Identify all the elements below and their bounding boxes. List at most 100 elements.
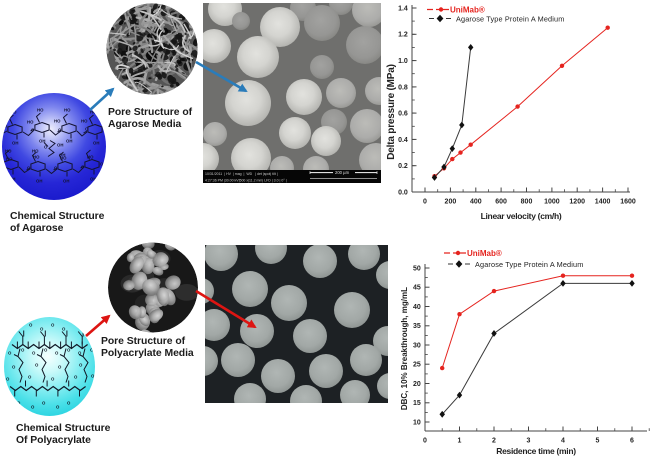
svg-text:Agarose Type Protein A Medium: Agarose Type Protein A Medium [475, 260, 583, 269]
svg-text:O: O [88, 329, 92, 334]
svg-text:1.2: 1.2 [398, 32, 408, 39]
svg-text:0: 0 [423, 438, 427, 445]
svg-text:O: O [2, 163, 6, 168]
svg-text:O: O [81, 165, 85, 170]
svg-text:40: 40 [413, 304, 421, 311]
svg-text:HO: HO [37, 108, 44, 113]
svg-text:O: O [100, 162, 104, 167]
svg-text:0.6: 0.6 [398, 111, 408, 118]
svg-text:O: O [78, 351, 82, 356]
svg-text:O: O [58, 365, 62, 370]
svg-text:HO: HO [10, 110, 17, 115]
svg-text:0.8: 0.8 [398, 84, 408, 91]
svg-text:Agarose Type Protein A Medium: Agarose Type Protein A Medium [456, 15, 564, 24]
svg-text:1200: 1200 [569, 199, 585, 206]
svg-text:0: 0 [423, 199, 427, 206]
svg-text:15: 15 [413, 400, 421, 407]
svg-text:O: O [29, 323, 33, 328]
svg-text:5: 5 [596, 438, 600, 445]
svg-text:4:27:36 PM |30.00 kV|500 x|11.: 4:27:36 PM |30.00 kV|500 x|11.2 mm| LFD … [205, 179, 287, 183]
svg-text:20: 20 [413, 381, 421, 388]
svg-text:O: O [21, 348, 25, 353]
svg-text:O: O [74, 375, 78, 380]
svg-text:OH: OH [66, 139, 72, 144]
svg-text:0.0: 0.0 [398, 189, 408, 196]
svg-text:HO: HO [60, 156, 67, 161]
svg-text:1600: 1600 [620, 199, 636, 206]
svg-text:O: O [81, 404, 85, 409]
svg-text:OH: OH [93, 141, 99, 146]
svg-text:O: O [31, 405, 35, 410]
svg-text:O: O [27, 166, 31, 171]
svg-text:HO: HO [32, 149, 39, 154]
svg-text:O: O [58, 128, 62, 133]
svg-text:HO: HO [87, 155, 94, 160]
svg-text:OH: OH [59, 153, 65, 158]
svg-text:O: O [55, 351, 59, 356]
svg-text:O: O [44, 348, 48, 353]
svg-text:1.0: 1.0 [398, 58, 408, 65]
svg-text:O: O [91, 374, 95, 379]
svg-text:HO: HO [33, 155, 40, 160]
svg-text:35: 35 [413, 323, 421, 330]
svg-text:HO: HO [90, 110, 97, 115]
svg-text:O: O [90, 348, 94, 353]
svg-text:UniMab®: UniMab® [467, 249, 502, 258]
svg-text:O: O [15, 327, 19, 332]
svg-text:O: O [8, 351, 12, 356]
svg-text:Delta pressure (MPa): Delta pressure (MPa) [386, 64, 397, 159]
svg-text:10: 10 [413, 419, 421, 426]
svg-text:O: O [12, 365, 16, 370]
svg-text:O: O [42, 401, 46, 406]
svg-text:UniMab®: UniMab® [450, 6, 485, 15]
svg-text:HO: HO [64, 108, 71, 113]
svg-text:30: 30 [413, 342, 421, 349]
svg-text:Linear velocity (cm/h): Linear velocity (cm/h) [481, 211, 562, 221]
svg-text:600: 600 [495, 199, 507, 206]
svg-text:3: 3 [527, 438, 531, 445]
svg-text:O: O [62, 327, 66, 332]
svg-text:OH: OH [9, 177, 15, 182]
svg-text:O: O [51, 377, 55, 382]
svg-text:O: O [28, 375, 32, 380]
svg-text:1.4: 1.4 [398, 5, 408, 12]
svg-text:HO: HO [5, 149, 12, 154]
svg-text:O: O [6, 377, 10, 382]
svg-text:O: O [51, 323, 55, 328]
svg-text:O: O [67, 348, 71, 353]
svg-text:OH: OH [39, 139, 45, 144]
svg-text:O: O [67, 401, 71, 406]
svg-text:0.2: 0.2 [398, 163, 408, 170]
svg-text:HO: HO [81, 119, 88, 124]
svg-text:0.4: 0.4 [398, 137, 408, 144]
svg-text:O: O [85, 127, 89, 132]
svg-text:50: 50 [413, 265, 421, 272]
svg-text:800: 800 [521, 199, 533, 206]
svg-text:25: 25 [413, 362, 421, 369]
svg-text:2: 2 [492, 438, 496, 445]
svg-text:O: O [4, 124, 8, 129]
svg-text:OH: OH [57, 143, 63, 148]
svg-text:O: O [17, 401, 21, 406]
svg-text:1000: 1000 [544, 199, 560, 206]
svg-text:O: O [40, 327, 44, 332]
svg-text:Residence time (min): Residence time (min) [496, 446, 576, 456]
svg-text:10/31/2011 | HV | mag | WD: 10/31/2011 | HV | mag | WD | det |spot| … [205, 172, 278, 176]
svg-text:O: O [44, 145, 48, 150]
svg-text:O: O [79, 363, 83, 368]
svg-text:200 µm: 200 µm [335, 170, 350, 175]
svg-text:1400: 1400 [595, 199, 611, 206]
svg-text:O: O [77, 324, 81, 329]
svg-text:HO: HO [27, 120, 34, 125]
svg-text:OH: OH [12, 141, 18, 146]
svg-text:400: 400 [470, 199, 482, 206]
svg-text:HO: HO [6, 157, 13, 162]
svg-text:OH: OH [63, 179, 69, 184]
svg-text:200: 200 [445, 199, 457, 206]
svg-text:O: O [54, 166, 58, 171]
svg-text:HO: HO [54, 119, 61, 124]
svg-text:O: O [35, 363, 39, 368]
svg-text:6: 6 [630, 438, 634, 445]
svg-text:4: 4 [561, 438, 565, 445]
svg-text:DBC, 10% Breakthrough, mg/mL: DBC, 10% Breakthrough, mg/mL [400, 287, 409, 410]
